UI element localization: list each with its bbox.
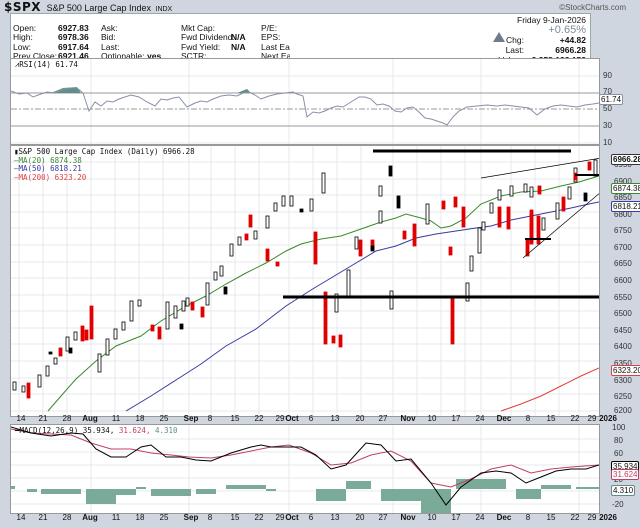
histogram-value-tag: 4.310 [611,485,636,496]
price-chart [11,146,599,416]
price-legend-title: ▮S&P 500 Large Cap Index (Daily) 6966.28 [14,147,195,156]
watermark: ©StockCharts.com [559,3,626,12]
ma20-swatch-icon: — [14,155,19,165]
info-col-3: Mkt Cap: Fwd Dividend: N/A Fwd Yield: N/A … [181,23,246,62]
quote-chg: Chg: +44.82 [506,35,586,45]
info-col-1: Open: 6927.83 High: 6978.36 Low: 6917.64 Pr… [13,23,89,62]
ticker-symbol: $SPX [4,0,42,14]
date-axis-bottom: 14 21 28 Aug 11 18 25 Sep 8 15 22 29 Oct… [16,513,617,522]
rsi-legend: ⩘RSI(14) 61.74 [15,60,78,69]
info-pe: P/E: [261,23,278,33]
info-bid: Bid: [101,32,116,43]
up-triangle-icon [493,32,505,42]
rsi-panel: ⩘RSI(14) 61.74 [10,58,600,145]
ma50-legend: —MA(50) 6818.21 [14,164,82,173]
info-next-earnings: Next Earnings: [261,51,317,62]
ma200-value-tag: 6323.20 [611,365,640,376]
rsi-icon: ⩘ [15,60,20,69]
info-col-4: P/E: EPS: Last Earnings: Next Earnings: [261,23,351,62]
quote-info-box: Open: 6927.83 High: 6978.36 Low: 6917.64 Pr… [10,13,317,62]
info-mkt-cap: Mkt Cap: [181,23,216,33]
info-last: Last: [101,41,120,52]
macd-histogram [11,479,599,513]
macd-swatch-icon: ━ [15,426,20,435]
info-last-earnings: Last Earnings: [261,41,316,52]
quote-summary-box: Friday 9-Jan-2026 +0.65% Chg: +44.82 Last… [290,13,591,65]
ma50-value-tag: 6818.21 [611,201,640,212]
chart-title-bar: $SPX S&P 500 Large Cap Index INDX ©Stock… [4,0,636,14]
rsi-value-tag: 61.74 [599,94,624,105]
macd-chart [11,425,599,513]
info-sctr: SCTR: [181,51,207,62]
info-prev-close: Prev Close: 6921.46 [13,51,89,62]
price-legend: ▮S&P 500 Large Cap Index (Daily) 6966.28… [14,147,195,182]
signal-value-tag: 31.624 [611,469,640,480]
info-fwd-dividend: Fwd Dividend: N/A [181,32,246,43]
date-axis-top: 14 21 28 Aug 11 18 25 Sep 8 15 22 29 Oct… [16,414,617,423]
ma200-swatch-icon: — [14,172,19,182]
percent-change: +0.65% [548,24,586,36]
last-price-tag: 6966.28 [611,154,640,165]
rsi-chart [11,59,599,144]
macd-panel: ━MACD(12,26,9) 35.934, 31.624, 4.310 [10,424,600,514]
info-fwd-yield: Fwd Yield: N/A [181,41,246,52]
info-ask: Ask: [101,23,118,33]
security-name: S&P 500 Large Cap Index [46,3,151,13]
ma20-value-tag: 6874.38 [611,183,640,194]
info-optionable: Optionable: yes [101,51,162,62]
candle-icon: ▮ [14,147,19,156]
ma200-legend: —MA(200) 6323.20 [14,172,87,182]
price-panel: ▮S&P 500 Large Cap Index (Daily) 6966.28… [10,145,600,417]
info-open: Open: 6927.83 [13,23,89,33]
exchange-label: INDX [155,6,173,13]
ma50-swatch-icon: — [14,164,19,173]
quote-last: Last: 6966.28 [505,45,586,55]
info-col-2: Ask: Bid: Last: Optionable: yes [101,23,162,62]
macd-legend: ━MACD(12,26,9) 35.934, 31.624, 4.310 [15,426,178,435]
candlesticks [12,159,598,399]
ma20-legend: —MA(20) 6874.38 [14,155,82,165]
info-eps: EPS: [261,32,281,43]
quote-date: Friday 9-Jan-2026 [517,15,586,25]
info-low: Low: 6917.64 [13,41,89,52]
info-high: High: 6978.36 [13,32,89,43]
